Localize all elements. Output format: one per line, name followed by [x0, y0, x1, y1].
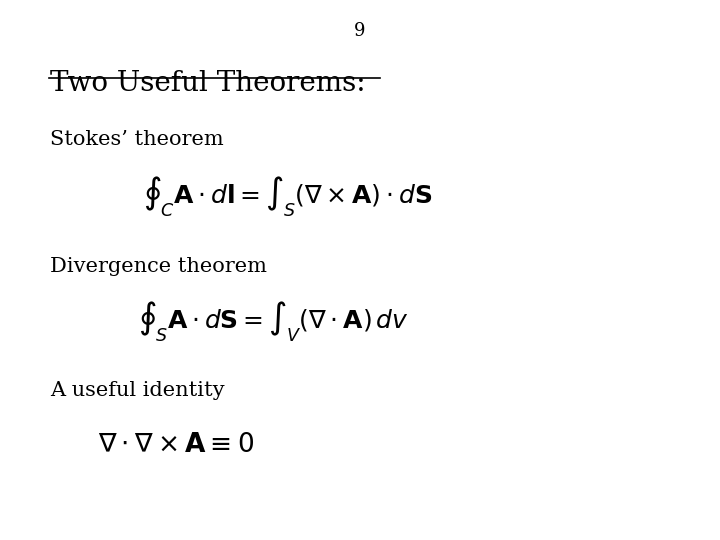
Text: 9: 9 [354, 22, 366, 39]
Text: $\oint_C \mathbf{A} \cdot d\mathbf{l} = \int_S (\nabla \times \mathbf{A}) \cdot : $\oint_C \mathbf{A} \cdot d\mathbf{l} = … [143, 175, 433, 219]
Text: A useful identity: A useful identity [50, 381, 225, 400]
Text: Stokes’ theorem: Stokes’ theorem [50, 130, 224, 148]
Text: Divergence theorem: Divergence theorem [50, 256, 267, 275]
Text: Two Useful Theorems:: Two Useful Theorems: [50, 70, 366, 97]
Text: $\oint_S \mathbf{A} \cdot d\mathbf{S} = \int_V (\nabla \cdot \mathbf{A}) \, dv$: $\oint_S \mathbf{A} \cdot d\mathbf{S} = … [138, 299, 409, 343]
Text: $\nabla \cdot \nabla \times \mathbf{A} \equiv 0$: $\nabla \cdot \nabla \times \mathbf{A} \… [99, 433, 254, 458]
